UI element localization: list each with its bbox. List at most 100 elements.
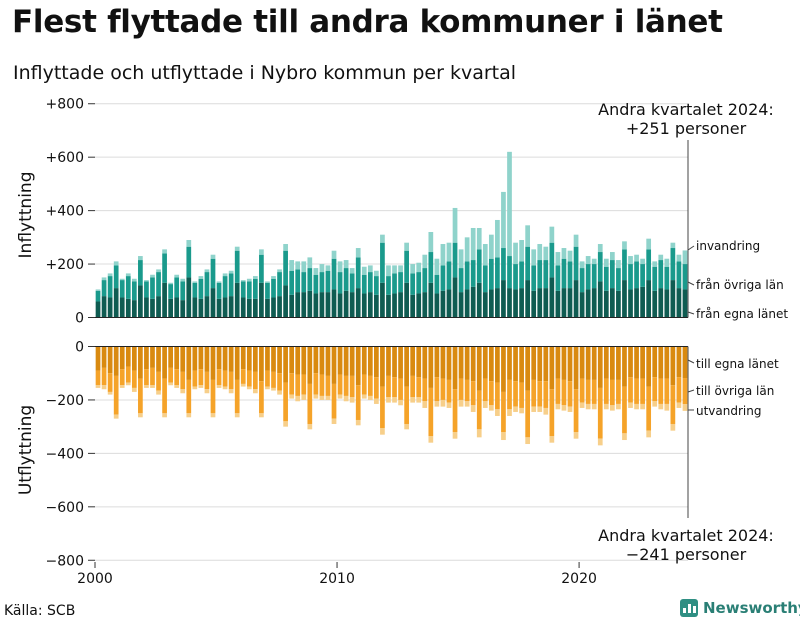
- bar-in-2: [404, 242, 409, 251]
- bar-in-2: [198, 276, 204, 279]
- bar-in-2: [156, 269, 161, 273]
- bar-out-0: [150, 346, 155, 368]
- bar-in-2: [658, 254, 664, 261]
- bar-out-1: [180, 371, 186, 390]
- bar-out-0: [144, 346, 149, 370]
- bar-in-0: [355, 288, 361, 318]
- bar-out-1: [616, 379, 621, 404]
- bar-in-0: [404, 282, 409, 318]
- bar-out-2: [422, 401, 428, 408]
- bar-in-1: [597, 252, 603, 282]
- bar-in-2: [579, 261, 585, 269]
- bar-out-1: [289, 373, 295, 395]
- bar-in-1: [337, 272, 343, 294]
- bar-out-1: [434, 377, 440, 402]
- bar-out-2: [144, 385, 149, 388]
- bar-out-1: [374, 377, 379, 399]
- bar-in-0: [634, 288, 639, 318]
- bar-out-1: [186, 379, 192, 414]
- x-tick-label: 2020: [561, 571, 597, 587]
- bar-in-0: [265, 298, 270, 318]
- bar-out-1: [398, 378, 403, 400]
- bar-in-0: [113, 288, 119, 318]
- bar-in-0: [125, 298, 131, 318]
- bar-out-0: [591, 346, 597, 380]
- bar-in-1: [386, 276, 391, 295]
- bar-out-2: [634, 403, 639, 410]
- bar-out-2: [198, 385, 204, 388]
- bar-out-0: [476, 346, 482, 391]
- bar-out-1: [271, 371, 276, 388]
- bar-out-1: [240, 369, 246, 384]
- bar-in-0: [428, 282, 434, 318]
- bar-out-2: [313, 394, 319, 399]
- bar-out-2: [597, 438, 603, 446]
- bar-in-1: [361, 274, 367, 294]
- bar-out-2: [470, 405, 476, 412]
- bar-in-0: [410, 294, 416, 318]
- x-tick-label: 2010: [319, 571, 355, 587]
- bar-out-2: [398, 399, 403, 406]
- bar-in-2: [192, 281, 198, 283]
- bar-out-0: [259, 346, 264, 382]
- bar-out-2: [222, 386, 228, 390]
- bar-in-1: [398, 272, 403, 293]
- bar-out-2: [676, 402, 682, 408]
- bar-out-0: [265, 346, 270, 371]
- bar-in-0: [446, 289, 452, 318]
- bar-out-1: [470, 381, 476, 406]
- y-tick-label: −400: [46, 446, 84, 462]
- bar-out-2: [162, 413, 167, 418]
- bar-out-2: [374, 398, 379, 404]
- bar-in-2: [355, 248, 361, 258]
- bar-in-1: [325, 270, 331, 293]
- bar-out-0: [676, 346, 682, 378]
- bar-out-0: [374, 346, 379, 378]
- bar-out-1: [325, 375, 331, 396]
- bar-in-2: [174, 274, 180, 278]
- bar-in-1: [380, 242, 385, 283]
- y-tick-label: +200: [46, 257, 84, 273]
- bar-in-2: [331, 250, 337, 259]
- bar-in-1: [180, 281, 186, 301]
- bar-out-2: [355, 419, 361, 426]
- bar-out-0: [119, 346, 125, 370]
- bar-in-2: [246, 278, 252, 282]
- bar-in-1: [246, 281, 252, 299]
- bar-out-2: [501, 432, 506, 441]
- bar-out-1: [573, 389, 579, 433]
- bar-in-1: [174, 277, 180, 298]
- bar-out-0: [210, 346, 216, 380]
- bar-in-0: [416, 293, 422, 318]
- bar-in-2: [676, 254, 682, 262]
- bar-out-0: [537, 346, 543, 382]
- legend-label: utvandring: [696, 404, 761, 418]
- source-label: Källa: SCB: [4, 603, 76, 619]
- bar-out-2: [252, 389, 258, 394]
- bar-in-2: [301, 261, 307, 273]
- y-tick-label: −200: [46, 393, 84, 409]
- bar-out-1: [234, 379, 240, 414]
- bar-in-2: [416, 262, 422, 273]
- bar-in-0: [180, 300, 186, 318]
- bar-out-0: [652, 346, 658, 378]
- bar-in-2: [585, 256, 591, 265]
- bar-in-1: [271, 278, 276, 298]
- bar-in-1: [367, 272, 373, 293]
- bar-in-2: [259, 249, 264, 255]
- bar-in-0: [174, 297, 180, 318]
- bar-out-2: [440, 399, 446, 407]
- bar-out-1: [101, 367, 107, 386]
- bar-in-0: [531, 290, 537, 318]
- bar-in-1: [501, 248, 506, 281]
- annotation-top: Andra kvartalet 2024:: [598, 100, 774, 119]
- bar-in-0: [470, 286, 476, 318]
- bar-out-0: [543, 346, 549, 382]
- bar-in-1: [119, 280, 125, 298]
- bar-out-2: [343, 395, 349, 402]
- bar-out-2: [537, 406, 543, 412]
- bar-out-2: [331, 418, 337, 424]
- bar-out-2: [119, 385, 125, 388]
- bar-out-1: [525, 390, 531, 438]
- bar-out-1: [676, 377, 682, 403]
